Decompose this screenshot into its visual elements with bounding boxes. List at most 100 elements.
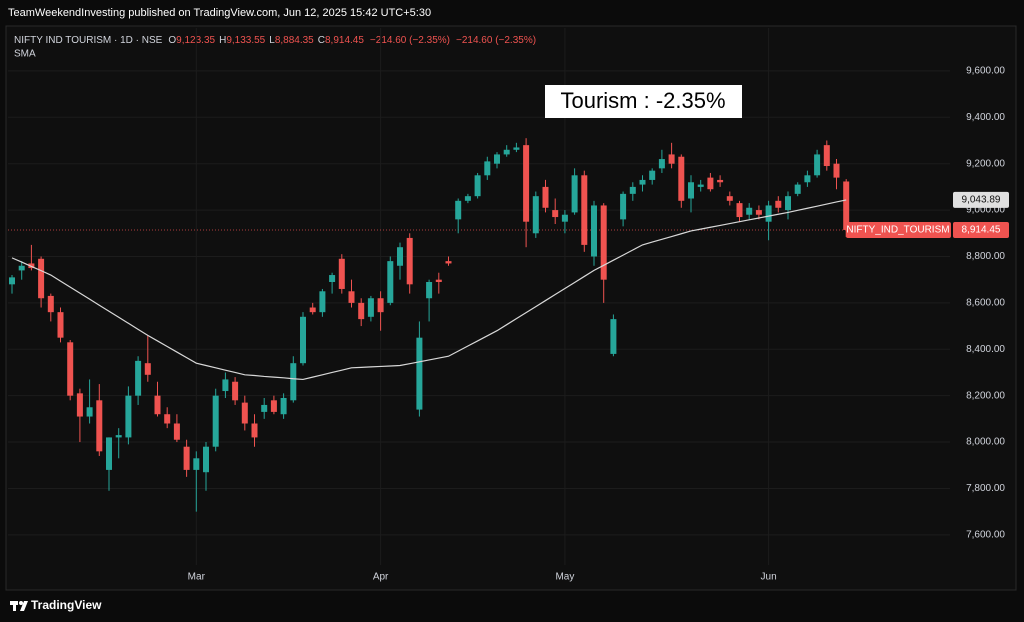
candle-body <box>474 175 481 197</box>
y-tick-label: 7,600.00 <box>966 529 1005 540</box>
candle-body <box>416 337 423 410</box>
series-tag-label: NIFTY_IND_TOURISM <box>846 225 949 236</box>
candle-body <box>348 291 355 303</box>
candle-body <box>523 145 530 222</box>
y-tick-label: 8,600.00 <box>966 298 1005 309</box>
candle-body <box>843 181 850 230</box>
candle-body <box>794 184 801 194</box>
candle-body <box>552 210 559 218</box>
annotation: Tourism : -2.35% <box>560 88 725 113</box>
price-tag <box>953 221 1009 238</box>
candle-body <box>319 291 326 313</box>
candle-body <box>300 316 306 364</box>
change: −214.60 (−2.35%) <box>456 35 536 46</box>
candle-body <box>115 435 122 438</box>
y-tick-label: 9,000.00 <box>966 205 1005 216</box>
candle-body <box>241 402 248 424</box>
candle-body <box>309 307 316 313</box>
candle-body <box>532 196 539 234</box>
ohlc-key: L <box>269 35 275 46</box>
candle-body <box>193 458 200 470</box>
candle-body <box>86 407 93 417</box>
candle-body <box>290 363 297 401</box>
candle-body <box>338 258 345 289</box>
candle-body <box>173 423 180 440</box>
chart-frame <box>5 25 1017 591</box>
candle-body <box>571 175 578 213</box>
candle-body <box>280 397 287 415</box>
candle-body <box>387 261 394 303</box>
y-tick-label: 9,600.00 <box>966 66 1005 77</box>
candle-body <box>542 186 549 208</box>
candle-body <box>435 279 442 283</box>
header: TeamWeekendInvesting published on Tradin… <box>8 7 431 19</box>
candle-body <box>144 363 151 375</box>
candle-body <box>639 179 646 185</box>
candle-body <box>775 200 782 208</box>
candle-body <box>125 395 132 438</box>
candle-body <box>183 446 190 470</box>
candle-body <box>426 282 433 299</box>
x-tick-label: May <box>555 572 574 583</box>
candle-body <box>707 177 714 190</box>
candle-body <box>833 163 840 178</box>
candle-body <box>736 203 743 218</box>
candle-body <box>591 205 597 257</box>
candle-body <box>726 196 733 201</box>
candle-body <box>494 154 500 164</box>
candle-body <box>785 196 791 211</box>
candle-body <box>717 179 724 183</box>
sma-legend: SMA <box>14 49 36 60</box>
candle-body <box>814 154 821 176</box>
candle-body <box>658 159 665 169</box>
candle-body <box>464 196 471 201</box>
candle-body <box>678 156 685 201</box>
candle-body <box>513 147 520 150</box>
y-tick-label: 8,400.00 <box>966 344 1005 355</box>
candle-body <box>47 295 54 313</box>
candle-body <box>203 446 209 473</box>
candle-body <box>222 379 229 392</box>
candle-body <box>823 145 830 167</box>
x-tick-label: Jun <box>761 572 777 583</box>
candle-body <box>455 200 462 220</box>
candle-body <box>445 261 452 264</box>
logo <box>10 601 28 611</box>
ohlc-value: 9,133.55 <box>226 35 265 46</box>
candle-body <box>232 381 239 401</box>
footer: TradingView <box>31 598 102 612</box>
candle-body <box>106 437 112 470</box>
change: −214.60 (−2.35%) <box>370 35 450 46</box>
legend: NIFTY IND TOURISM · 1D · NSE O9,123.35 H9,… <box>14 35 536 46</box>
y-tick-label: 9,400.00 <box>966 112 1005 123</box>
candle-body <box>697 184 704 187</box>
candle-body <box>581 175 588 245</box>
candle-body <box>484 161 491 176</box>
candle-body <box>406 237 413 285</box>
symbol: NIFTY IND TOURISM · 1D · NSE <box>14 35 163 46</box>
ohlc-value: 8,884.35 <box>275 35 314 46</box>
candle-body <box>212 395 219 447</box>
x-tick-label: Apr <box>373 572 389 583</box>
ohlc-key: C <box>318 35 325 46</box>
candle-body <box>600 205 607 280</box>
candle-body <box>270 400 277 412</box>
candle-body <box>38 258 45 299</box>
candle-body <box>76 393 83 417</box>
candle-body <box>649 170 656 180</box>
candle-body <box>154 395 161 415</box>
y-tick-label: 7,800.00 <box>966 483 1005 494</box>
candle-body <box>610 319 617 354</box>
candle-body <box>377 298 384 313</box>
candle-body <box>135 360 142 396</box>
candle-body <box>67 342 74 396</box>
candle-body <box>367 298 374 317</box>
candle-body <box>18 265 25 271</box>
candle-body <box>164 414 171 424</box>
candle-body <box>9 277 15 285</box>
x-tick-label: Mar <box>188 572 206 583</box>
sma-tag <box>953 191 1009 208</box>
candle-body <box>261 404 268 412</box>
ohlc-key: O <box>168 35 176 46</box>
